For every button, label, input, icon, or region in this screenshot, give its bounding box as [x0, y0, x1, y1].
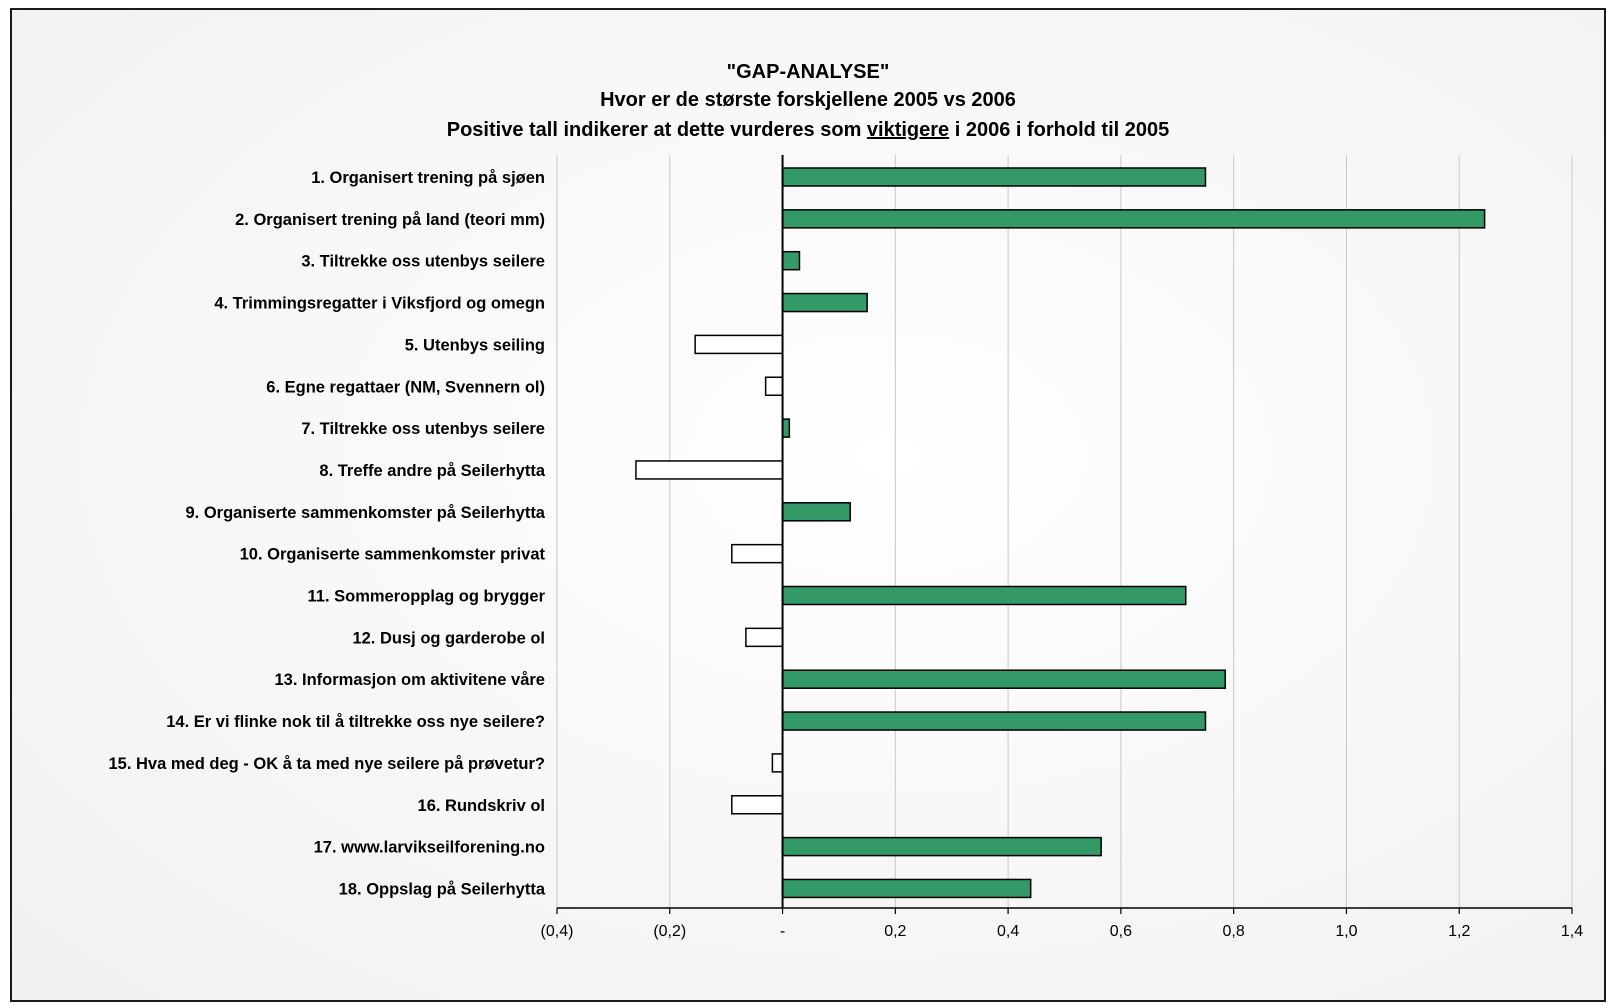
chart-note-pre: Positive tall indikerer at dette vurdere…	[446, 119, 867, 141]
category-label-6: 6. Egne regattaer (NM, Svennern ol)	[266, 378, 545, 396]
x-tick-label-3: 0,2	[884, 923, 906, 940]
category-label-13: 13. Informasjon om aktivitene våre	[274, 671, 545, 689]
x-tick-label-2: -	[780, 923, 785, 940]
x-tick-label-8: 1,2	[1448, 923, 1470, 940]
bar-8	[635, 460, 784, 480]
bar-6	[764, 376, 784, 396]
x-tick-label-4: 0,4	[997, 923, 1019, 940]
category-label-7: 7. Tiltrekke oss utenbys seilere	[301, 420, 545, 438]
bar-10	[731, 543, 784, 564]
category-label-8: 8. Treffe andre på Seilerhytta	[319, 462, 545, 480]
bar-14	[781, 711, 1207, 731]
bar-12	[745, 627, 784, 648]
x-tick-label-1: (0,2)	[653, 923, 686, 940]
category-label-17: 17. www.larvikseilforening.no	[314, 839, 545, 857]
category-label-5: 5. Utenbys seiling	[405, 336, 545, 354]
chart-title: "GAP-ANALYSE"	[726, 61, 890, 83]
bar-18	[781, 878, 1032, 899]
category-label-4: 4. Trimmingsregatter i Viksfjord og omeg…	[214, 295, 545, 313]
bar-4	[781, 292, 868, 313]
bar-7	[781, 418, 791, 438]
category-label-2: 2. Organisert trening på land (teori mm)	[235, 211, 545, 229]
bar-2	[781, 209, 1486, 229]
bar-5	[694, 334, 784, 355]
x-tick-label-9: 1,4	[1561, 923, 1583, 940]
chart-note-post: i 2006 i forhold til 2005	[949, 119, 1170, 141]
category-label-16: 16. Rundskriv ol	[418, 797, 545, 815]
bar-16	[731, 795, 784, 815]
x-tick-label-7: 1,0	[1335, 923, 1357, 940]
x-tick-label-0: (0,4)	[541, 923, 574, 940]
chart-note-emphasis: viktigere	[866, 119, 950, 141]
bar-1	[781, 167, 1207, 187]
category-label-14: 14. Er vi flinke nok til å tiltrekke oss…	[166, 713, 545, 731]
category-label-3: 3. Tiltrekke oss utenbys seilere	[301, 253, 545, 271]
chart-note: Positive tall indikerer at dette vurdere…	[12, 114, 1604, 146]
category-label-18: 18. Oppslag på Seilerhytta	[339, 880, 546, 898]
bar-11	[781, 585, 1187, 606]
bar-3	[781, 250, 801, 271]
x-tick-label-5: 0,6	[1110, 923, 1132, 940]
chart-titles: "GAP-ANALYSE" Hvor er de største forskje…	[12, 58, 1604, 146]
bar-9	[781, 502, 851, 522]
x-tick-label-6: 0,8	[1223, 923, 1245, 940]
bar-13	[781, 669, 1226, 689]
bar-17	[781, 836, 1102, 857]
category-label-10: 10. Organiserte sammenkomster privat	[240, 546, 546, 564]
chart-subtitle: Hvor er de største forskjellene 2005 vs …	[600, 89, 1016, 111]
category-label-12: 12. Dusj og garderobe ol	[352, 629, 545, 647]
category-label-1: 1. Organisert trening på sjøen	[311, 169, 545, 187]
bar-15	[771, 753, 784, 773]
category-label-9: 9. Organiserte sammenkomster på Seilerhy…	[186, 504, 546, 522]
category-label-11: 11. Sommeropplag og brygger	[308, 588, 546, 606]
category-label-15: 15. Hva med deg - OK å ta med nye seiler…	[109, 755, 546, 773]
